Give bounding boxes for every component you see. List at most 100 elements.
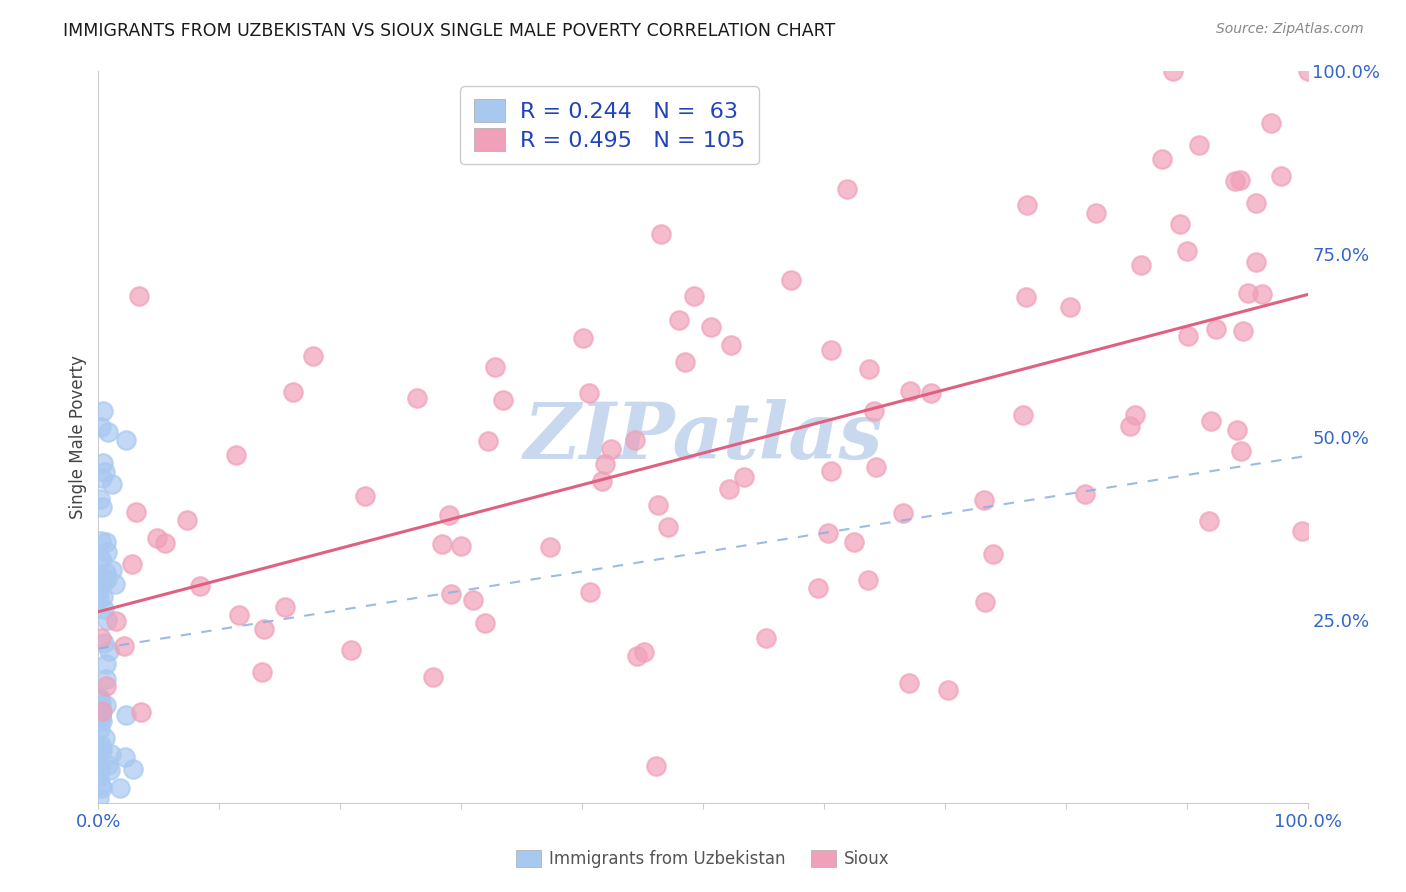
- Point: [122, 762, 145, 776]
- Point: [98, 644, 121, 658]
- Point: [645, 759, 668, 773]
- Point: [600, 442, 623, 456]
- Point: [973, 493, 995, 508]
- Point: [96, 573, 118, 587]
- Point: [105, 614, 128, 628]
- Point: [89, 692, 111, 706]
- Point: [145, 532, 167, 546]
- Point: [492, 393, 515, 408]
- Point: [981, 547, 1004, 561]
- Point: [1296, 64, 1319, 78]
- Point: [624, 434, 647, 448]
- Point: [89, 770, 111, 784]
- Point: [1251, 287, 1274, 301]
- Point: [90, 552, 112, 566]
- Point: [91, 704, 114, 718]
- Point: [450, 539, 472, 553]
- Legend: R = 0.244   N =  63, R = 0.495   N = 105: R = 0.244 N = 63, R = 0.495 N = 105: [460, 87, 759, 164]
- Point: [1017, 198, 1039, 212]
- Point: [90, 553, 112, 567]
- Point: [1232, 325, 1254, 339]
- Point: [89, 762, 111, 776]
- Point: [274, 600, 297, 615]
- Point: [89, 745, 111, 759]
- Point: [1198, 514, 1220, 528]
- Point: [1291, 524, 1313, 539]
- Point: [302, 349, 325, 363]
- Point: [89, 692, 111, 706]
- Point: [90, 739, 112, 753]
- Point: [1074, 487, 1097, 501]
- Point: [176, 513, 198, 527]
- Point: [700, 319, 723, 334]
- Point: [89, 745, 111, 759]
- Point: [807, 581, 830, 595]
- Point: [93, 602, 115, 616]
- Point: [579, 585, 602, 599]
- Point: [94, 465, 117, 479]
- Point: [114, 750, 136, 764]
- Point: [89, 583, 111, 598]
- Point: [647, 498, 669, 512]
- Point: [90, 708, 112, 723]
- Point: [633, 645, 655, 659]
- Point: [1244, 195, 1267, 210]
- Text: Source: ZipAtlas.com: Source: ZipAtlas.com: [1216, 22, 1364, 37]
- Point: [856, 573, 879, 587]
- Point: [89, 722, 111, 736]
- Point: [1236, 285, 1258, 300]
- Point: [91, 590, 114, 604]
- Point: [820, 464, 842, 478]
- Point: [281, 385, 304, 400]
- Point: [863, 403, 886, 417]
- Point: [97, 425, 120, 439]
- Legend: Immigrants from Uzbekistan, Sioux: Immigrants from Uzbekistan, Sioux: [509, 843, 897, 875]
- Point: [817, 525, 839, 540]
- Point: [89, 711, 111, 725]
- Point: [657, 520, 679, 534]
- Point: [94, 657, 117, 672]
- Point: [94, 672, 117, 686]
- Point: [1012, 409, 1035, 423]
- Point: [1229, 444, 1251, 458]
- Point: [422, 670, 444, 684]
- Point: [97, 758, 120, 772]
- Point: [110, 780, 132, 795]
- Point: [100, 747, 122, 761]
- Point: [858, 362, 880, 376]
- Point: [94, 679, 117, 693]
- Point: [1175, 244, 1198, 259]
- Point: [90, 534, 112, 549]
- Point: [626, 649, 648, 664]
- Point: [87, 591, 110, 606]
- Point: [538, 541, 561, 555]
- Point: [405, 391, 427, 405]
- Point: [1130, 258, 1153, 272]
- Point: [650, 227, 672, 241]
- Point: [477, 434, 499, 449]
- Point: [90, 778, 112, 792]
- Text: IMMIGRANTS FROM UZBEKISTAN VS SIOUX SINGLE MALE POVERTY CORRELATION CHART: IMMIGRANTS FROM UZBEKISTAN VS SIOUX SING…: [63, 22, 835, 40]
- Point: [93, 575, 115, 590]
- Point: [1244, 254, 1267, 268]
- Point: [112, 639, 135, 653]
- Point: [101, 477, 124, 491]
- Point: [188, 579, 211, 593]
- Point: [865, 460, 887, 475]
- Point: [779, 272, 801, 286]
- Point: [253, 623, 276, 637]
- Y-axis label: Single Male Poverty: Single Male Poverty: [69, 355, 87, 519]
- Point: [90, 781, 112, 796]
- Point: [720, 338, 742, 352]
- Point: [1205, 322, 1227, 336]
- Point: [96, 545, 118, 559]
- Point: [437, 508, 460, 522]
- Point: [1199, 414, 1222, 428]
- Point: [91, 471, 114, 485]
- Point: [89, 491, 111, 506]
- Point: [1059, 300, 1081, 314]
- Point: [1223, 174, 1246, 188]
- Point: [87, 791, 110, 805]
- Point: [936, 683, 959, 698]
- Point: [90, 710, 112, 724]
